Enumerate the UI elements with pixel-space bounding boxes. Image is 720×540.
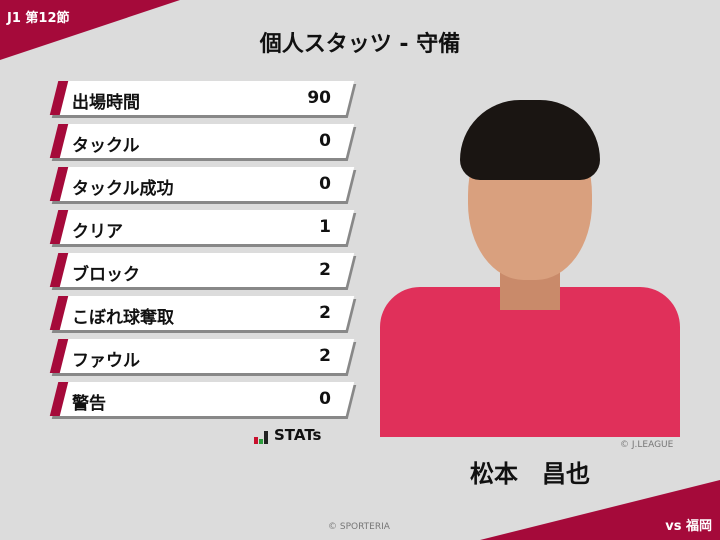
stat-value: 0 — [319, 174, 331, 194]
stat-label: こぼれ球奪取 — [72, 308, 174, 328]
player-photo — [380, 70, 680, 437]
stat-label: 警告 — [72, 394, 106, 414]
copyright: © SPORTERIA — [328, 522, 390, 532]
stat-label: タックル成功 — [72, 179, 174, 199]
stat-value: 90 — [307, 88, 331, 108]
stat-row: 出場時間 90 — [49, 81, 357, 118]
stat-row: クリア 1 — [49, 210, 357, 247]
stat-row: 警告 0 — [49, 382, 357, 419]
stat-label: 出場時間 — [72, 93, 140, 113]
stat-value: 0 — [319, 131, 331, 151]
stat-value: 2 — [319, 346, 331, 366]
stat-value: 2 — [319, 260, 331, 280]
stat-row: タックル成功 0 — [49, 167, 357, 204]
stat-value: 2 — [319, 303, 331, 323]
opponent-label: vs 福岡 — [665, 519, 712, 534]
stat-label: タックル — [72, 136, 140, 156]
stat-row: こぼれ球奪取 2 — [49, 296, 357, 333]
page-title: 個人スタッツ - 守備 — [259, 32, 461, 57]
stats-logo-text: STATs — [274, 426, 322, 444]
bar-chart-icon — [254, 431, 268, 444]
stat-label: クリア — [72, 222, 123, 242]
stat-value: 0 — [319, 389, 331, 409]
stat-value: 1 — [319, 217, 331, 237]
stat-label: ブロック — [72, 265, 140, 285]
player-name: 松本 昌也 — [470, 460, 590, 488]
stat-row: ファウル 2 — [49, 339, 357, 376]
stat-row: タックル 0 — [49, 124, 357, 161]
stat-label: ファウル — [72, 351, 140, 371]
stat-row: ブロック 2 — [49, 253, 357, 290]
round-label: J1 第12節 — [7, 11, 70, 26]
stats-logo: STATs — [254, 426, 321, 444]
photo-credit: © J.LEAGUE — [620, 440, 674, 450]
